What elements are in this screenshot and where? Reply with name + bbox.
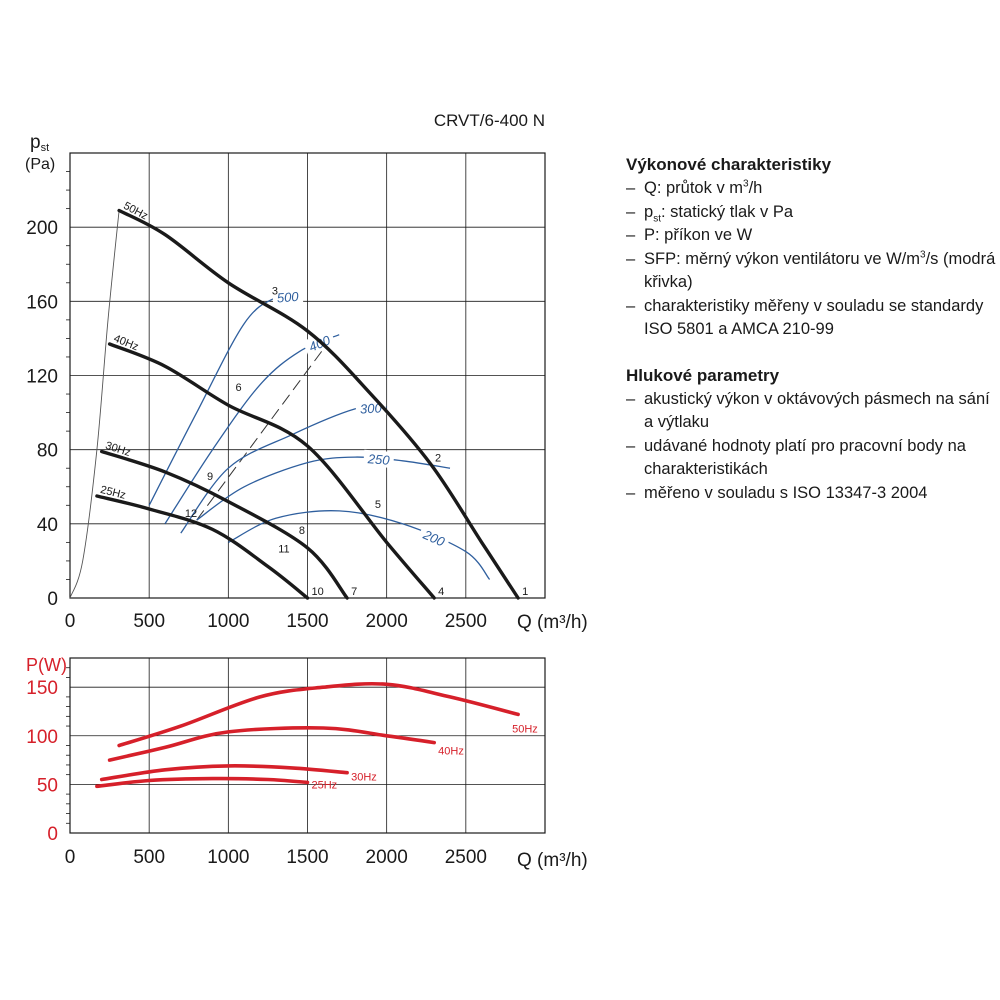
legend-item-pst: pst: statický tlak v Pa — [626, 201, 998, 225]
y-tick-label: 50 — [37, 775, 58, 796]
chart-title: CRVT/6-400 N — [434, 111, 545, 130]
x-tick-label: 1500 — [286, 847, 328, 868]
operating-point-label: 5 — [375, 499, 381, 511]
legend-sup: 3 — [743, 178, 749, 190]
operating-point-label: 7 — [351, 586, 357, 598]
legend-text: : statický tlak v Pa — [660, 202, 794, 221]
performance-heading: Výkonové charakteristiky — [626, 155, 832, 174]
y-tick-label: 160 — [26, 292, 58, 313]
legend-panel: Výkonové charakteristiky Q: průtok v m3/… — [626, 153, 998, 505]
legend-item-iso: měřeno v souladu s ISO 13347-3 2004 — [626, 482, 998, 506]
system-curve — [69, 210, 120, 599]
legend-text: Q: průtok v m — [644, 179, 744, 197]
legend-item-values: udávané hodnoty platí pro pracovní body … — [626, 435, 998, 482]
performance-list: Q: průtok v m3/h pst: statický tlak v Pa… — [626, 177, 998, 342]
legend-sup: 3 — [920, 249, 926, 260]
operating-point-label: 11 — [278, 543, 289, 555]
operating-point-label: 1 — [522, 586, 528, 598]
y-axis-unit: (Pa) — [25, 156, 55, 173]
x-tick-label: 2500 — [445, 611, 487, 632]
legend-item-standards: charakteristiky měřeny v souladu se stan… — [626, 295, 998, 342]
x-tick-label: 1000 — [207, 611, 249, 632]
x-tick-label: 2000 — [366, 611, 408, 632]
operating-point-label: 6 — [236, 382, 242, 394]
legend-text: /s (modrá křivka) — [644, 249, 996, 292]
operating-point-label: 9 — [207, 471, 213, 483]
x-tick-label: 1500 — [286, 611, 328, 632]
x-tick-label: 1000 — [207, 847, 249, 868]
y-axis-label-sub: st — [41, 142, 50, 154]
operating-point-label: 10 — [312, 586, 324, 598]
sfp-curve-label: 300 — [360, 400, 383, 416]
x-axis-label: Q (m³/h) — [517, 850, 588, 871]
x-tick-label: 0 — [65, 847, 76, 868]
sfp-label-bg — [272, 287, 304, 306]
sfp-curve-label: 250 — [366, 451, 391, 468]
x-tick-label: 2000 — [366, 847, 408, 868]
operating-point-label: 3 — [272, 286, 278, 298]
sfp-curve-250 — [196, 456, 451, 521]
y-axis-label: pst — [30, 132, 49, 154]
y-tick-label: 100 — [26, 727, 58, 748]
sfp-curve-400 — [164, 334, 340, 525]
x-axis-label: Q (m³/h) — [517, 612, 588, 633]
x-tick-label: 0 — [65, 611, 76, 632]
legend-text: p — [644, 202, 654, 221]
pressure-chart: 0 500 1000 1500 2000 250004080120160200CRVT/6… — [25, 111, 588, 633]
power-curve-label: 30Hz — [351, 772, 377, 784]
legend-item-q: Q: průtok v m3/h — [626, 177, 998, 201]
sfp-label-bg — [417, 524, 452, 552]
noise-list: akustický výkon v oktávových pásmech na … — [626, 388, 998, 506]
y-tick-label: 0 — [47, 589, 58, 610]
fan-curve-40Hz — [107, 342, 436, 600]
operating-point-label: 12 — [185, 508, 197, 520]
legend-text: SFP: měrný výkon ventilátoru ve W/m — [644, 249, 920, 268]
power-curve-30Hz — [99, 764, 349, 782]
power-curve-40Hz — [107, 726, 436, 762]
power-chart: 0 500 1000 1500 2000 2500 0 50 100 150 P(W) Q (m³/h… — [26, 655, 588, 871]
y-tick-label: 40 — [37, 515, 58, 536]
dashed-operating-line — [196, 338, 332, 521]
noise-heading: Hlukové parametry — [626, 365, 780, 385]
x-tick-label: 500 — [133, 611, 165, 632]
operating-point-label: 2 — [435, 453, 441, 465]
operating-point-label: 8 — [299, 525, 305, 537]
sfp-label-bg — [363, 449, 395, 469]
y-tick-label: 0 — [47, 824, 58, 845]
legend-item-p: P: příkon ve W — [626, 224, 998, 248]
fan-curve-25Hz — [95, 494, 310, 600]
sfp-curve-200 — [228, 510, 491, 580]
y-tick-label: 200 — [26, 218, 58, 239]
y-tick-label: 120 — [26, 367, 58, 388]
legend-sub: st — [653, 212, 661, 224]
power-curve-label: 40Hz — [438, 746, 464, 758]
power-curve-label: 25Hz — [312, 779, 338, 791]
power-curve-25Hz — [95, 776, 310, 789]
fan-curve-50Hz — [117, 208, 520, 600]
y-tick-label: 150 — [26, 678, 58, 699]
x-tick-label: 2500 — [445, 847, 487, 868]
x-tick-label: 500 — [133, 847, 165, 868]
legend-text: /h — [748, 179, 763, 197]
legend-item-acoustic: akustický výkon v oktávových pásmech na … — [626, 388, 998, 435]
power-curve-label: 50Hz — [512, 723, 538, 735]
operating-point-label: 4 — [438, 586, 444, 598]
sfp-curve-label: 500 — [276, 289, 300, 306]
fan-curve-30Hz — [100, 449, 349, 600]
legend-item-sfp: SFP: měrný výkon ventilátoru ve W/m3/s (… — [626, 248, 998, 295]
y-axis-label: P(W) — [26, 655, 67, 675]
y-tick-label: 80 — [37, 441, 58, 462]
power-curve-50Hz — [117, 681, 520, 748]
